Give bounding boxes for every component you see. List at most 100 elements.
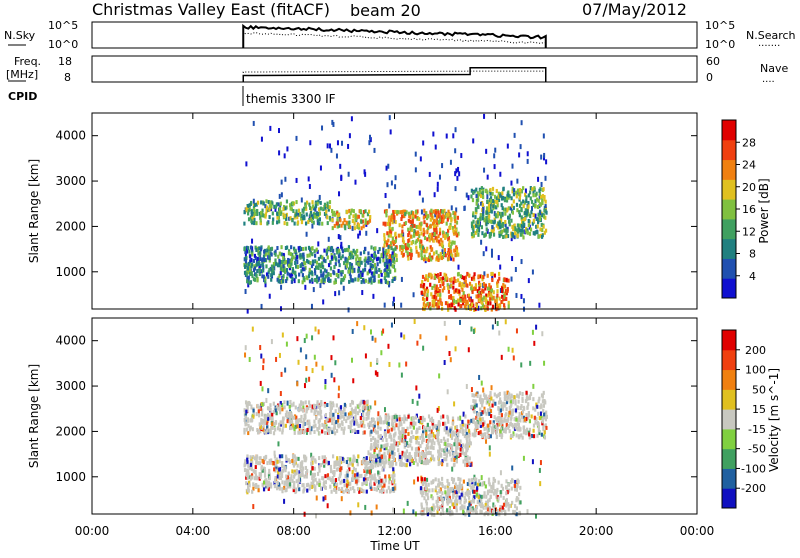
heatmap-cell bbox=[384, 420, 386, 424]
heatmap-cell bbox=[491, 210, 493, 214]
heatmap-cell bbox=[476, 493, 478, 497]
heatmap-cell bbox=[430, 218, 432, 222]
heatmap-cell bbox=[451, 445, 453, 449]
heatmap-cell bbox=[426, 223, 428, 227]
heatmap-cell bbox=[525, 199, 527, 203]
heatmap-cell bbox=[452, 281, 454, 285]
heatmap-cell bbox=[492, 192, 494, 196]
heatmap-cell bbox=[454, 308, 456, 312]
heatmap-cell bbox=[391, 451, 393, 455]
heatmap-cell bbox=[409, 215, 411, 219]
heatmap-cell bbox=[377, 421, 379, 425]
heatmap-cell bbox=[331, 373, 333, 378]
heatmap-cell bbox=[479, 217, 481, 221]
heatmap-cell bbox=[523, 430, 525, 434]
heatmap-cell bbox=[488, 208, 490, 212]
heatmap-cell bbox=[465, 492, 467, 496]
heatmap-cell bbox=[441, 491, 443, 495]
heatmap-cell bbox=[482, 195, 484, 199]
heatmap-cell bbox=[306, 489, 308, 493]
heatmap-cell bbox=[447, 218, 449, 222]
heatmap-cell bbox=[422, 284, 424, 288]
heatmap-cell bbox=[517, 427, 519, 431]
heatmap-cell bbox=[464, 452, 466, 456]
heatmap-cell bbox=[470, 508, 472, 512]
heatmap-cell bbox=[303, 261, 305, 265]
heatmap-cell bbox=[528, 432, 530, 436]
heatmap-cell bbox=[263, 481, 265, 485]
heatmap-cell bbox=[351, 407, 353, 411]
heatmap-cell bbox=[316, 212, 318, 216]
heatmap-cell bbox=[454, 219, 456, 223]
heatmap-cell bbox=[353, 268, 355, 273]
heatmap-cell bbox=[267, 388, 269, 393]
heatmap-cell bbox=[326, 215, 328, 219]
heatmap-cell bbox=[312, 466, 314, 470]
heatmap-cell bbox=[442, 502, 444, 506]
heatmap-cell bbox=[474, 429, 476, 433]
heatmap-cell bbox=[437, 456, 439, 460]
heatmap-cell bbox=[253, 221, 255, 225]
heatmap-cell bbox=[448, 295, 450, 299]
heatmap-cell bbox=[369, 215, 371, 219]
heatmap-cell bbox=[309, 268, 311, 272]
heatmap-cell bbox=[479, 395, 481, 399]
heatmap-cell bbox=[285, 475, 287, 479]
heatmap-cell bbox=[392, 259, 394, 263]
heatmap-cell bbox=[513, 235, 515, 239]
heatmap-cell bbox=[447, 482, 449, 486]
heatmap-cell bbox=[351, 429, 353, 433]
heatmap-cell bbox=[454, 502, 456, 506]
heatmap-cell bbox=[271, 253, 273, 257]
heatmap-cell bbox=[284, 488, 286, 492]
heatmap-cell bbox=[450, 284, 452, 288]
heatmap-cell bbox=[383, 233, 385, 237]
heatmap-cell bbox=[283, 400, 285, 404]
heatmap-cell bbox=[498, 255, 500, 260]
heatmap-cell bbox=[269, 476, 271, 480]
heatmap-cell bbox=[390, 234, 392, 238]
heatmap-cell bbox=[344, 248, 346, 252]
heatmap-cell bbox=[360, 421, 362, 425]
heatmap-cell bbox=[329, 485, 331, 489]
heatmap-cell bbox=[472, 226, 474, 230]
heatmap-cell bbox=[305, 222, 307, 226]
heatmap-cell bbox=[362, 278, 364, 282]
heatmap-cell bbox=[291, 218, 293, 222]
heatmap-cell bbox=[441, 477, 443, 481]
heatmap-cell bbox=[429, 172, 431, 177]
heatmap-cell bbox=[493, 477, 495, 481]
heatmap-cell bbox=[487, 499, 489, 503]
heatmap-cell bbox=[410, 235, 412, 239]
heatmap-cell bbox=[405, 221, 407, 225]
heatmap-cell bbox=[364, 466, 366, 470]
heatmap-cell bbox=[478, 286, 480, 290]
heatmap-cell bbox=[278, 150, 280, 155]
heatmap-cell bbox=[425, 492, 427, 496]
heatmap-cell bbox=[487, 435, 489, 439]
heatmap-cell bbox=[474, 405, 476, 409]
heatmap-cell bbox=[367, 256, 369, 260]
heatmap-cell bbox=[298, 474, 300, 478]
heatmap-cell bbox=[249, 203, 251, 207]
heatmap-cell bbox=[521, 415, 523, 419]
heatmap-cell bbox=[454, 279, 456, 283]
heatmap-cell bbox=[528, 223, 530, 227]
heatmap-cell bbox=[336, 250, 338, 254]
heatmap-cell bbox=[541, 331, 543, 336]
heatmap-cell bbox=[403, 245, 405, 249]
heatmap-cell bbox=[381, 455, 383, 459]
heatmap-cell bbox=[482, 422, 484, 426]
heatmap-cell bbox=[300, 430, 302, 434]
heatmap-cell bbox=[426, 230, 428, 234]
heatmap-cell bbox=[545, 176, 547, 181]
heatmap-cell bbox=[532, 406, 534, 410]
heatmap-cell bbox=[439, 231, 441, 235]
heatmap-cell bbox=[393, 297, 395, 302]
heatmap-cell bbox=[443, 234, 445, 238]
heatmap-cell bbox=[328, 277, 330, 281]
heatmap-cell bbox=[515, 408, 517, 412]
heatmap-cell bbox=[477, 294, 479, 298]
heatmap-cell bbox=[422, 482, 424, 486]
heatmap-cell bbox=[311, 278, 313, 282]
